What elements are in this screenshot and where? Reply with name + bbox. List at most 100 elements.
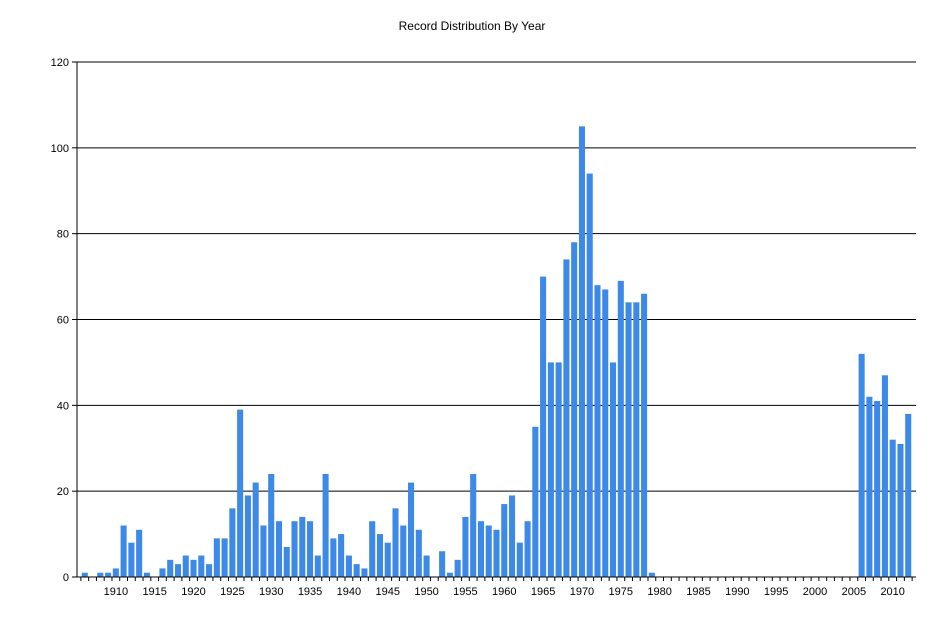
x-tick-label: 1945 xyxy=(375,586,399,598)
bar xyxy=(485,525,492,577)
x-tick-label: 1965 xyxy=(531,586,555,598)
bar xyxy=(602,289,609,577)
x-axis-ticks: 1910 1915 1920 1925 1930 1935 1940 1945 1950 1955… xyxy=(80,577,913,598)
bar xyxy=(501,504,508,577)
bar xyxy=(112,568,119,577)
bar xyxy=(578,126,585,577)
bar xyxy=(470,474,477,577)
x-tick-label: 1995 xyxy=(764,586,788,598)
bar xyxy=(524,521,531,577)
bar xyxy=(244,495,251,577)
x-tick-label: 2005 xyxy=(842,586,866,598)
bar xyxy=(866,396,873,577)
x-tick-label: 1955 xyxy=(453,586,477,598)
bar xyxy=(454,559,461,577)
bar xyxy=(136,529,143,577)
x-tick-label: 1970 xyxy=(570,586,594,598)
bar xyxy=(905,413,912,577)
y-tick-label: 80 xyxy=(57,229,69,241)
bar xyxy=(509,495,516,577)
bar xyxy=(547,362,554,577)
bar xyxy=(283,546,290,577)
bar xyxy=(415,529,422,577)
bar xyxy=(143,572,150,577)
bar xyxy=(889,439,896,577)
x-tick-label: 1920 xyxy=(181,586,205,598)
bar xyxy=(198,555,205,577)
bar xyxy=(345,555,352,577)
y-tick-label: 40 xyxy=(57,400,69,412)
bar xyxy=(120,525,127,577)
bar xyxy=(439,551,446,577)
bar xyxy=(322,474,329,577)
bar xyxy=(625,302,632,577)
bar xyxy=(376,534,384,577)
bar xyxy=(477,521,484,577)
bar xyxy=(384,542,391,577)
bar xyxy=(260,525,267,577)
x-tick-label: 1990 xyxy=(725,586,749,598)
bar xyxy=(516,542,523,577)
x-tick-label: 1975 xyxy=(609,586,633,598)
bar xyxy=(237,409,244,577)
bar xyxy=(229,508,236,577)
bar xyxy=(221,538,228,577)
bar xyxy=(641,293,648,577)
x-tick-label: 2010 xyxy=(880,586,904,598)
x-tick-label: 1985 xyxy=(686,586,710,598)
bar xyxy=(555,362,562,577)
x-tick-label: 1930 xyxy=(259,586,283,598)
bar xyxy=(105,572,112,577)
y-tick-label: 0 xyxy=(63,572,69,584)
bar xyxy=(361,568,368,577)
bar xyxy=(493,529,500,577)
bar xyxy=(408,482,415,577)
bar xyxy=(213,538,220,577)
bar xyxy=(609,362,617,577)
y-tick-label: 20 xyxy=(57,486,69,498)
x-tick-label: 1915 xyxy=(142,586,166,598)
bar xyxy=(617,280,624,577)
x-tick-label: 1940 xyxy=(337,586,361,598)
x-tick-label: 1910 xyxy=(104,586,128,598)
bar xyxy=(174,564,182,577)
chart-title: Record Distribution By Year xyxy=(399,19,546,33)
bar xyxy=(275,521,283,577)
y-axis-ticks: 0 20 40 60 80 100 120 xyxy=(51,57,77,584)
bar xyxy=(330,538,337,577)
bar xyxy=(167,559,174,577)
x-tick-label: 1960 xyxy=(492,586,516,598)
bar xyxy=(571,242,578,577)
bar xyxy=(446,572,453,577)
bar xyxy=(462,516,469,577)
bar xyxy=(874,401,881,577)
bar xyxy=(252,482,259,577)
x-tick-label: 1980 xyxy=(647,586,671,598)
bar xyxy=(563,259,570,577)
x-tick-label: 1950 xyxy=(414,586,438,598)
bar xyxy=(586,173,593,578)
bar xyxy=(97,572,104,577)
bar xyxy=(881,375,888,577)
bar xyxy=(532,426,539,577)
bar xyxy=(897,443,904,577)
bar xyxy=(648,572,655,577)
bar xyxy=(159,568,166,577)
bar xyxy=(858,353,865,577)
bars xyxy=(81,126,912,578)
bar xyxy=(81,572,88,577)
bar xyxy=(369,521,376,577)
bar xyxy=(268,474,275,577)
bar xyxy=(594,285,601,577)
y-tick-label: 100 xyxy=(51,143,69,155)
x-tick-label: 2000 xyxy=(803,586,827,598)
bar xyxy=(400,525,407,577)
bar xyxy=(314,555,321,577)
bar xyxy=(190,559,197,577)
x-tick-label: 1925 xyxy=(220,586,244,598)
bar xyxy=(307,521,314,577)
bar xyxy=(338,534,345,577)
bar xyxy=(291,521,298,577)
bar xyxy=(128,542,135,577)
